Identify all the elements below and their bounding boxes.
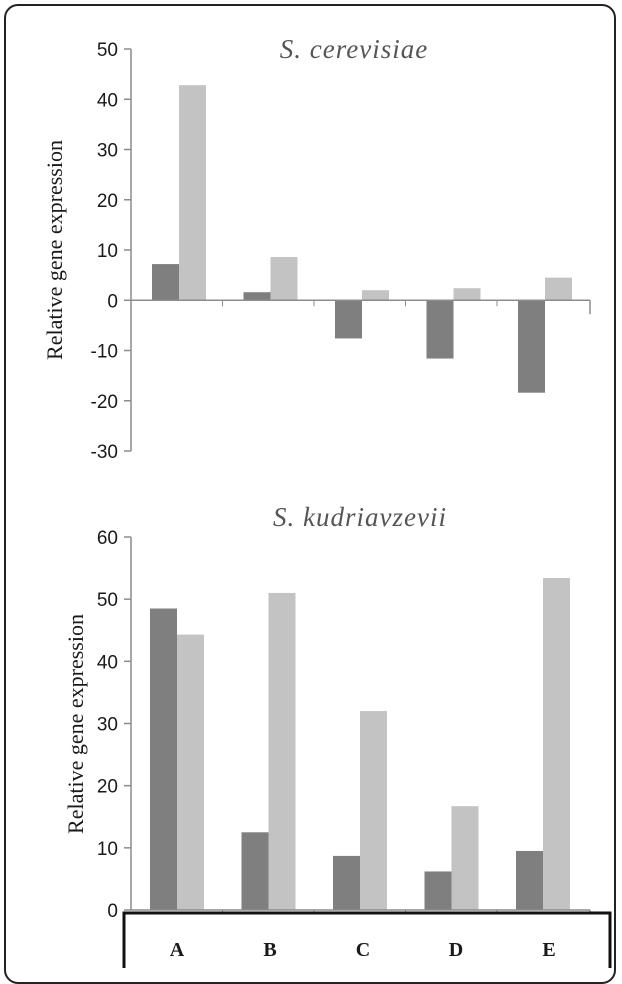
- category-label-C: C: [356, 939, 370, 961]
- bar-series-2-B: [268, 592, 296, 910]
- chart1-bars: [152, 85, 572, 393]
- y-tick-label: 40: [97, 90, 118, 111]
- chart1-title: S. cerevisiae: [280, 34, 428, 64]
- y-tick-label: 60: [97, 528, 118, 549]
- bar-series-2-E: [545, 277, 572, 301]
- y-tick-label: 20: [97, 777, 118, 798]
- y-tick-label: -30: [91, 442, 118, 463]
- y-tick-label: 20: [97, 191, 118, 212]
- bar-series-1-B: [241, 832, 269, 910]
- bar-series-1-A: [152, 264, 179, 301]
- chart2-y-ticks: 60 50 40 30 20 10 0: [97, 528, 131, 922]
- category-label-D: D: [449, 939, 463, 961]
- chart-s-kudriavzevii: S. kudriavzevii Relative gene expression…: [63, 502, 591, 924]
- chart2-title: S. kudriavzevii: [273, 502, 447, 532]
- y-tick-label: 10: [97, 839, 118, 860]
- chart2-y-axis-label: Relative gene expression: [63, 614, 88, 834]
- bar-series-1-D: [424, 871, 452, 910]
- chart1-y-ticks: 50 40 30 20 10 0 -10 -20 -30: [91, 40, 131, 463]
- bar-series-2-C: [362, 290, 389, 301]
- y-tick-label: -10: [91, 342, 118, 363]
- y-tick-label: 30: [97, 715, 118, 736]
- bar-series-2-C: [360, 711, 387, 910]
- bar-series-1-D: [426, 300, 454, 359]
- y-tick-label: 50: [97, 590, 118, 611]
- bar-series-2-D: [451, 806, 479, 910]
- category-label-E: E: [542, 939, 555, 961]
- category-label-A: A: [170, 939, 185, 961]
- category-legend-box: [122, 911, 612, 968]
- y-tick-label: 50: [97, 40, 118, 61]
- category-label-B: B: [263, 939, 276, 961]
- chart2-bars: [150, 578, 570, 910]
- bar-series-1-C: [335, 300, 362, 339]
- category-labels: A B C D E: [170, 939, 556, 961]
- y-tick-label: 40: [97, 652, 118, 673]
- bar-series-2-A: [177, 634, 204, 910]
- y-tick-label: 30: [97, 141, 118, 162]
- chart-s-cerevisiae: S. cerevisiae Relative gene expression 5…: [42, 34, 591, 463]
- y-tick-label: 0: [107, 901, 118, 922]
- bar-series-2-A: [179, 85, 206, 301]
- y-tick-label: 10: [97, 241, 118, 262]
- bar-series-2-B: [270, 257, 298, 301]
- bar-series-1-E: [516, 850, 543, 910]
- bar-series-2-E: [543, 578, 570, 910]
- y-tick-label: 0: [107, 291, 118, 312]
- bar-series-1-A: [150, 608, 177, 910]
- chart1-y-axis-label: Relative gene expression: [42, 140, 67, 360]
- bar-series-1-B: [243, 292, 271, 301]
- bar-series-1-C: [333, 855, 360, 910]
- bar-series-2-D: [453, 288, 481, 301]
- y-tick-label: -20: [91, 392, 118, 413]
- bar-series-1-E: [518, 300, 545, 393]
